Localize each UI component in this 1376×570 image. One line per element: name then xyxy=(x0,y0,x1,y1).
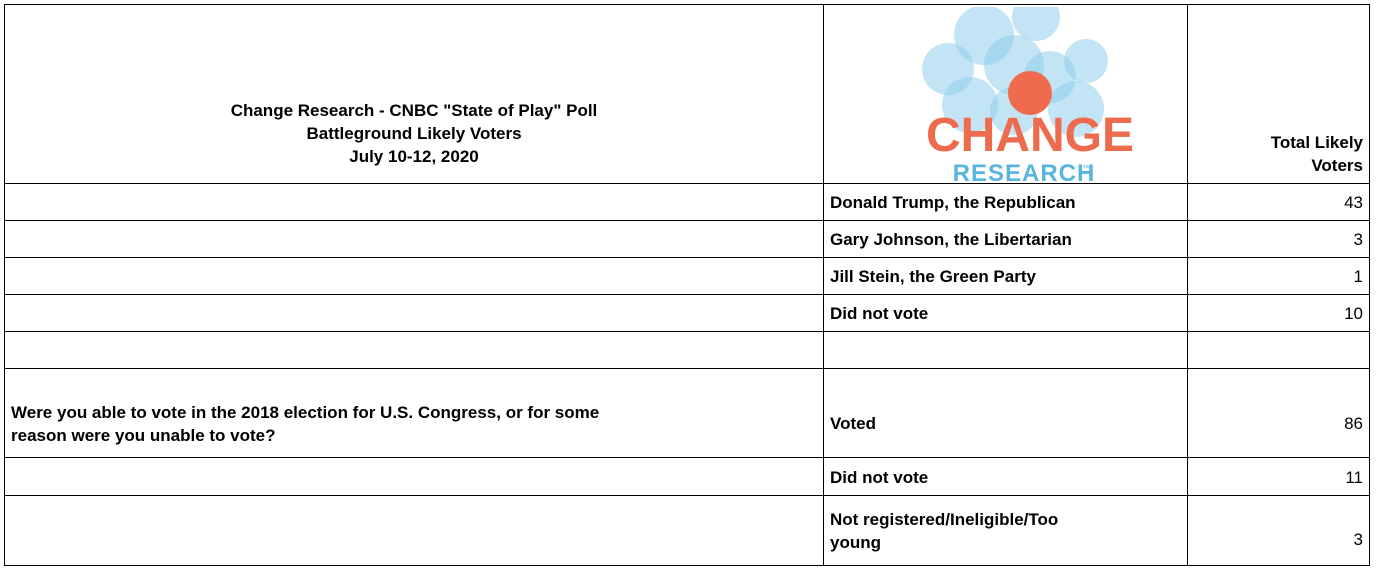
change-research-logo: CHANGE RESEARCH ™ xyxy=(864,7,1164,183)
answer-label: Voted xyxy=(830,414,876,433)
poll-title: Change Research - CNBC "State of Play" P… xyxy=(5,99,823,168)
answer-cell xyxy=(824,332,1188,369)
question-cell xyxy=(4,458,824,496)
value-text: 3 xyxy=(1353,230,1363,249)
question-text: Were you able to vote in the 2018 electi… xyxy=(11,401,815,447)
question-cell xyxy=(4,258,824,295)
question-cell xyxy=(4,332,824,369)
logo-trademark: ™ xyxy=(1082,163,1091,173)
table-row: Were you able to vote in the 2018 electi… xyxy=(4,369,1370,458)
total-column-label-line2: Voters xyxy=(1311,156,1363,175)
answer-cell: Jill Stein, the Green Party xyxy=(824,258,1188,295)
answer-label: Did not vote xyxy=(830,468,929,487)
value-text: 11 xyxy=(1345,468,1363,487)
value-cell: 3 xyxy=(1188,221,1370,258)
value-cell: 43 xyxy=(1188,184,1370,221)
table-row: Jill Stein, the Green Party 1 xyxy=(4,258,1370,295)
value-cell: 86 xyxy=(1188,369,1370,458)
answer-label-line2: young xyxy=(830,533,881,552)
value-cell: 1 xyxy=(1188,258,1370,295)
question-text-line2: reason were you unable to vote? xyxy=(11,426,276,445)
answer-label: Not registered/Ineligible/Too young xyxy=(830,508,1181,554)
poll-table: Change Research - CNBC "State of Play" P… xyxy=(4,4,1370,566)
value-cell: 10 xyxy=(1188,295,1370,332)
logo-cell: CHANGE RESEARCH ™ xyxy=(824,4,1188,184)
value-cell xyxy=(1188,332,1370,369)
answer-label-line1: Not registered/Ineligible/Too xyxy=(830,510,1059,529)
question-cell xyxy=(4,295,824,332)
value-cell: 11 xyxy=(1188,458,1370,496)
poll-subtitle-line: Battleground Likely Voters xyxy=(306,124,522,143)
answer-cell: Did not vote xyxy=(824,295,1188,332)
answer-label: Jill Stein, the Green Party xyxy=(830,267,1036,286)
question-cell xyxy=(4,221,824,258)
total-column-label-line1: Total Likely xyxy=(1270,133,1363,152)
value-cell: 3 xyxy=(1188,496,1370,566)
logo-word-change: CHANGE xyxy=(926,109,1134,162)
poll-title-line: Change Research - CNBC "State of Play" P… xyxy=(230,101,598,120)
value-text: 10 xyxy=(1344,304,1363,323)
answer-cell: Donald Trump, the Republican xyxy=(824,184,1188,221)
question-cell xyxy=(4,496,824,566)
total-column-label: Total Likely Voters xyxy=(1271,131,1363,177)
answer-cell: Did not vote xyxy=(824,458,1188,496)
table-row: Not registered/Ineligible/Too young 3 xyxy=(4,496,1370,566)
answer-label: Gary Johnson, the Libertarian xyxy=(830,230,1072,249)
value-text: 1 xyxy=(1353,267,1363,286)
question-text-line1: Were you able to vote in the 2018 electi… xyxy=(11,403,600,422)
answer-cell: Gary Johnson, the Libertarian xyxy=(824,221,1188,258)
poll-date-line: July 10-12, 2020 xyxy=(349,147,479,166)
table-header: Change Research - CNBC "State of Play" P… xyxy=(4,4,1370,184)
answer-label: Did not vote xyxy=(830,304,929,323)
question-cell: Were you able to vote in the 2018 electi… xyxy=(4,369,824,458)
logo-word-research: RESEARCH xyxy=(953,160,1096,183)
answer-cell: Voted xyxy=(824,369,1188,458)
table-row: Gary Johnson, the Libertarian 3 xyxy=(4,221,1370,258)
table-row xyxy=(4,332,1370,369)
value-text: 43 xyxy=(1344,193,1363,212)
question-cell xyxy=(4,184,824,221)
value-text: 86 xyxy=(1344,414,1363,433)
value-text: 3 xyxy=(1353,530,1363,549)
answer-label: Donald Trump, the Republican xyxy=(830,193,1076,212)
total-column-header: Total Likely Voters xyxy=(1188,4,1370,184)
answer-cell: Not registered/Ineligible/Too young xyxy=(824,496,1188,566)
title-cell: Change Research - CNBC "State of Play" P… xyxy=(4,4,824,184)
table-row: Did not vote 11 xyxy=(4,458,1370,496)
table-row: Donald Trump, the Republican 43 xyxy=(4,184,1370,221)
table-row: Did not vote 10 xyxy=(4,295,1370,332)
